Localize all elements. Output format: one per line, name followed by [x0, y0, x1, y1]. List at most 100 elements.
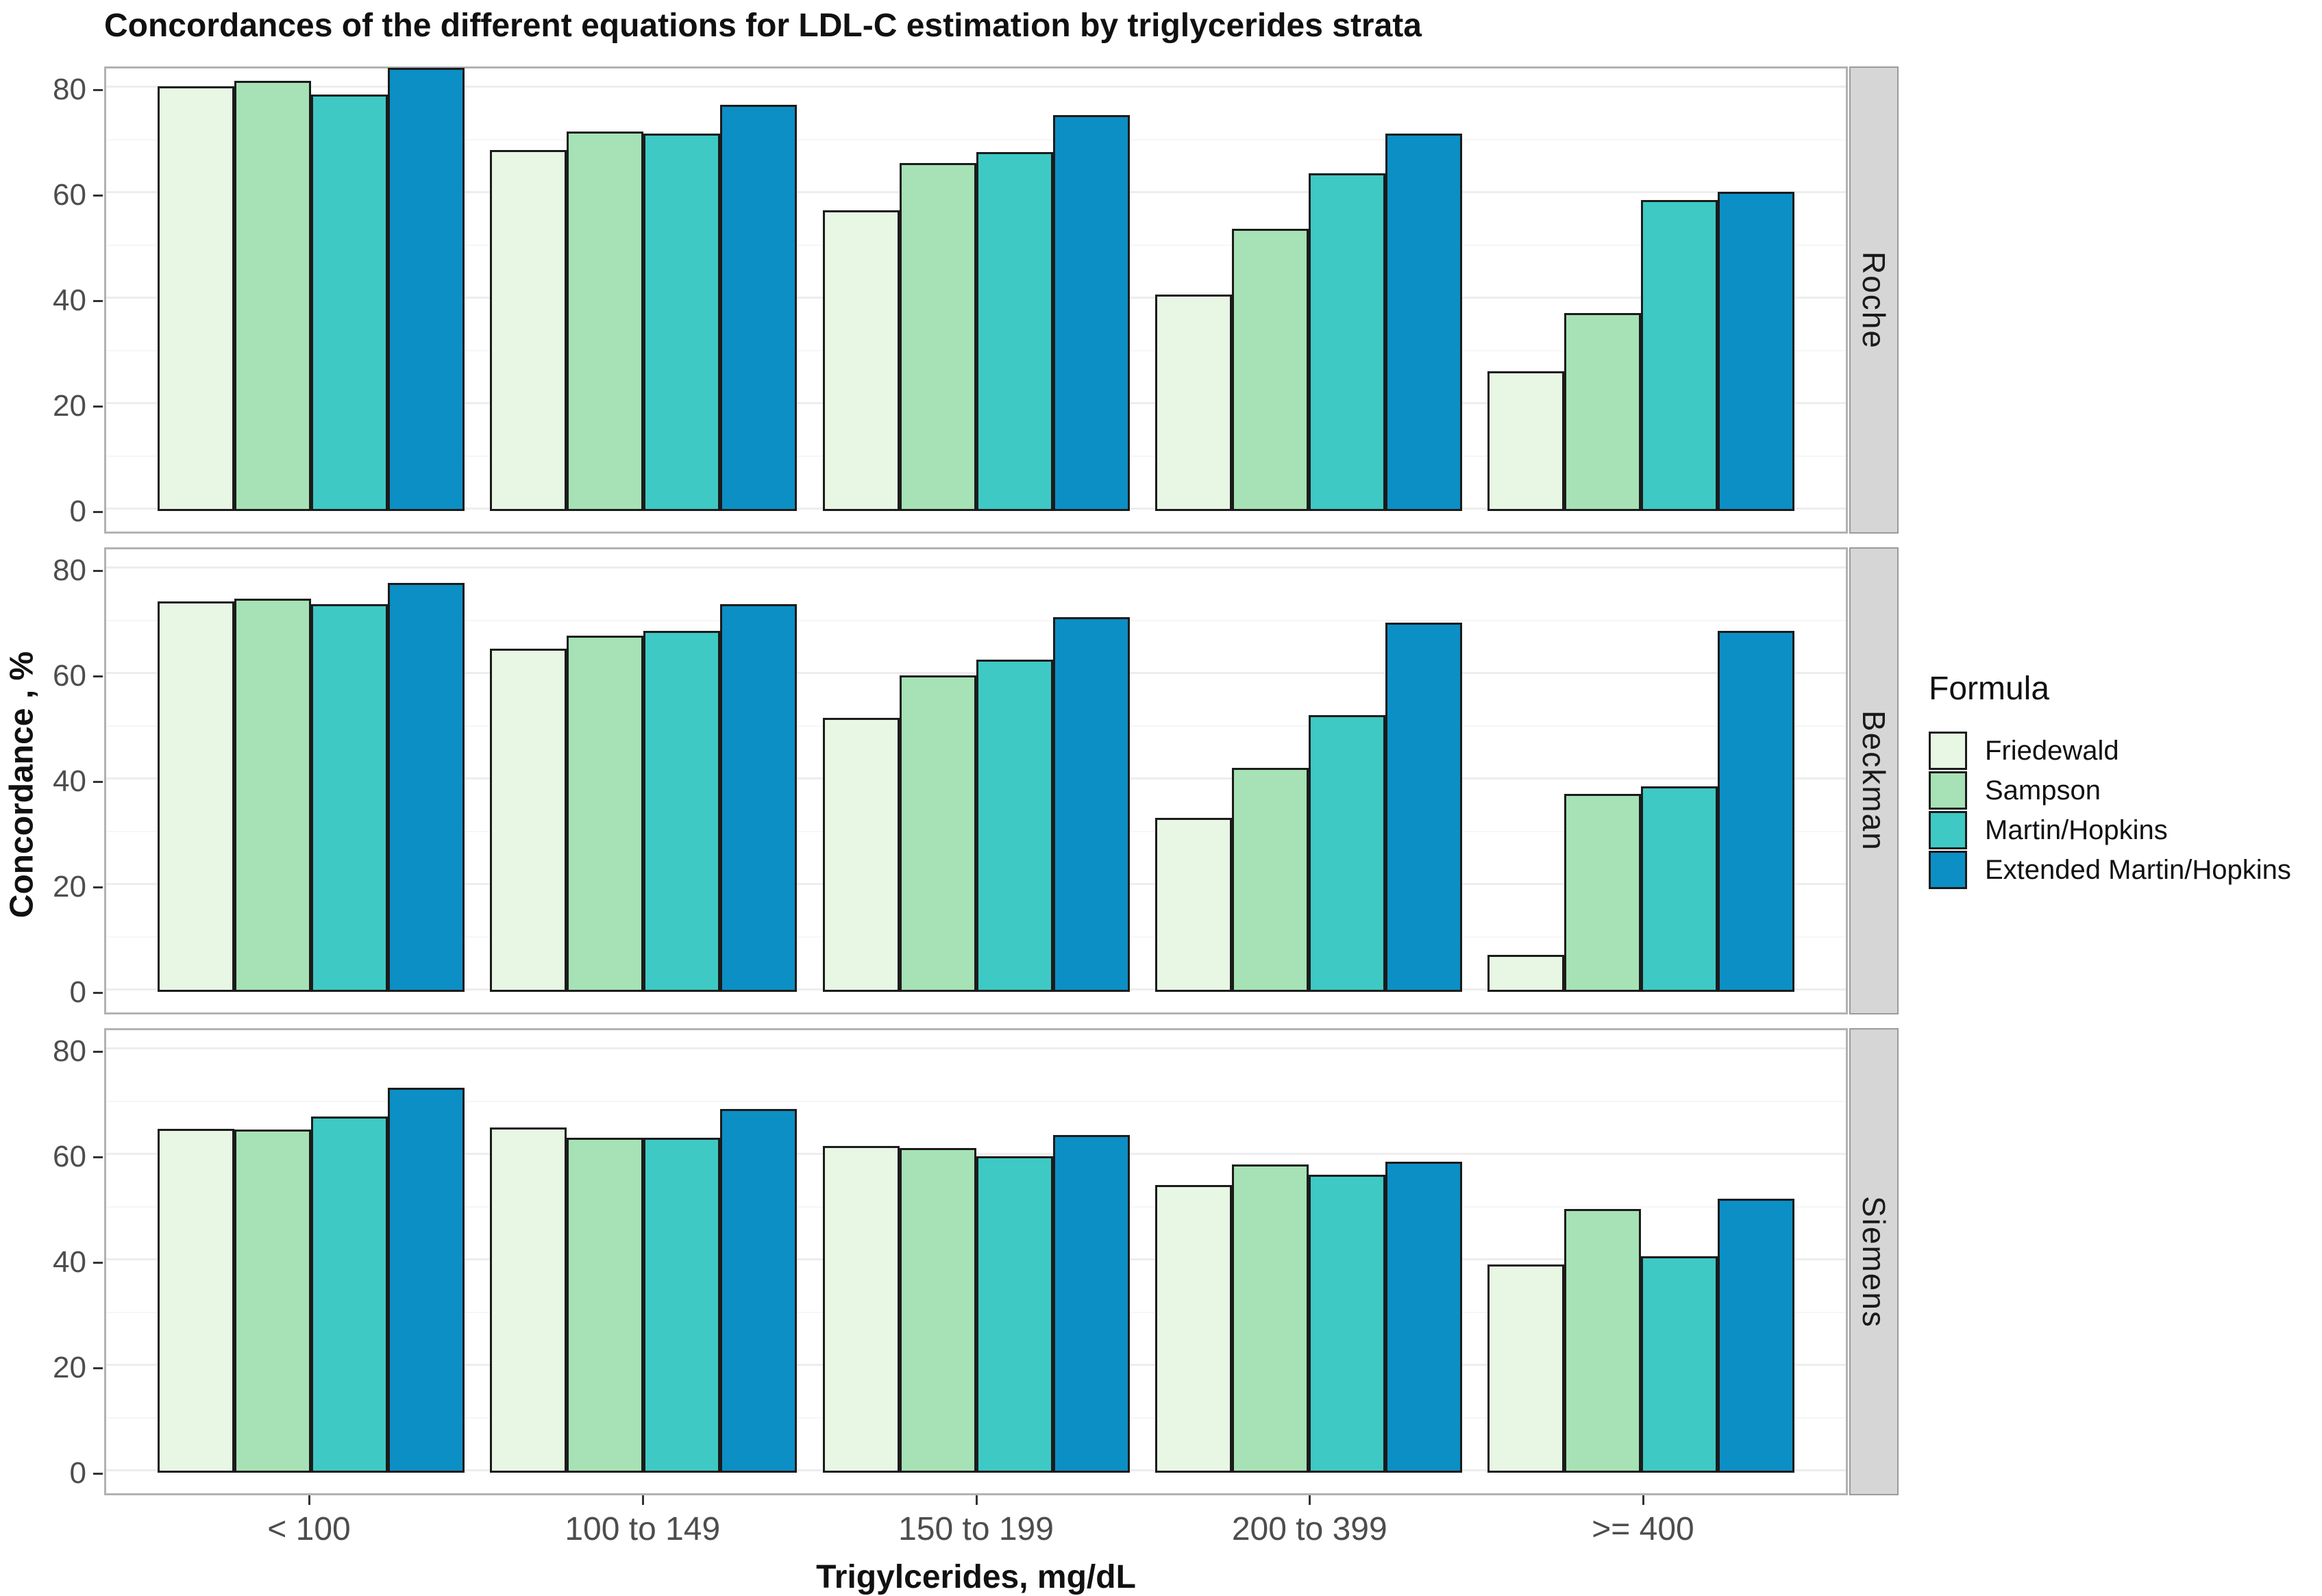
bar-group-2: [490, 604, 798, 992]
y-tick-label: 80: [53, 553, 86, 587]
y-tick-mark: [93, 89, 103, 91]
x-tick-mark: [641, 1495, 644, 1505]
bar: [490, 150, 567, 511]
bar-group-2: [490, 1109, 798, 1473]
y-tick-label: 0: [69, 975, 86, 1009]
legend-item-label: Sampson: [1985, 775, 2101, 806]
y-tick-mark: [93, 1156, 103, 1158]
bar: [1154, 295, 1232, 511]
x-tick-mark: [1309, 1495, 1311, 1505]
bar-group-5: [1487, 631, 1794, 992]
bar: [899, 163, 976, 511]
bar: [1154, 1185, 1232, 1473]
bar: [976, 152, 1053, 511]
bar: [822, 1146, 900, 1473]
bar: [643, 631, 721, 992]
bar-group-4: [1154, 623, 1462, 992]
bar-group-1: [158, 583, 465, 992]
y-tick-label: 0: [69, 495, 86, 528]
bar: [311, 95, 388, 511]
legend: Formula Friedewald Sampson Martin/Hopkins E…: [1929, 670, 2312, 890]
major-gridline: [106, 566, 1846, 569]
panel-beckman: [104, 547, 1848, 1014]
bar: [567, 132, 644, 511]
bar: [1154, 818, 1232, 992]
chart-area: Concordances of the different equations …: [0, 8, 2322, 1595]
bar-group-3: [822, 115, 1130, 511]
y-tick-mark: [93, 675, 103, 677]
facet-row-roche: 0 20 40 60 80 Roche: [0, 66, 2322, 534]
bar: [311, 604, 388, 992]
bar: [720, 604, 798, 992]
x-tick-label: < 100: [267, 1511, 351, 1547]
legend-item-label: Martin/Hopkins: [1985, 814, 2168, 845]
facet-strip: Beckman: [1849, 547, 1899, 1014]
legend-swatch-icon: [1929, 732, 1967, 770]
facet-strip: Roche: [1849, 66, 1899, 534]
x-tick-label: 200 to 399: [1231, 1511, 1387, 1547]
x-axis-title: Trigylcerides, mg/dL: [816, 1559, 1136, 1595]
facet-strip-label: Siemens: [1856, 1195, 1892, 1328]
bar: [1385, 623, 1462, 992]
legend-title: Formula: [1929, 671, 2050, 707]
major-gridline: [106, 1047, 1846, 1049]
facet-strip-label: Beckman: [1856, 710, 1892, 851]
bar: [1231, 768, 1309, 992]
bar: [1564, 1209, 1641, 1473]
bar: [234, 599, 311, 992]
bar: [567, 636, 644, 992]
bar-area: [158, 549, 1794, 992]
y-tick-mark: [93, 1367, 103, 1369]
chart-title: Concordances of the different equations …: [104, 8, 1422, 44]
y-tick-label: 20: [53, 389, 86, 423]
bar: [490, 1127, 567, 1473]
bar: [1718, 1199, 1794, 1473]
bar: [899, 1148, 976, 1473]
bar-group-1: [158, 68, 465, 511]
x-tick-mark: [975, 1495, 978, 1505]
y-tick-label: 20: [53, 1351, 86, 1384]
y-tick-label: 0: [69, 1456, 86, 1490]
facet-strip-label: Roche: [1856, 251, 1892, 349]
major-gridline: [106, 86, 1846, 88]
panel-roche: [104, 66, 1848, 534]
y-tick-mark: [93, 886, 103, 888]
legend-swatch-icon: [1929, 811, 1967, 849]
bar: [1718, 631, 1794, 992]
bar: [1564, 313, 1641, 511]
y-tick-mark: [93, 1473, 103, 1475]
bar: [822, 210, 900, 511]
bar: [1718, 192, 1794, 511]
bar: [567, 1138, 644, 1473]
y-tick-mark: [93, 406, 103, 408]
minor-gridline: [106, 139, 1846, 140]
bar: [1641, 786, 1718, 992]
y-tick-mark: [93, 781, 103, 783]
bar-group-5: [1487, 1199, 1794, 1473]
bar: [1052, 617, 1130, 992]
y-tick-mark: [93, 300, 103, 302]
bar: [1308, 173, 1385, 511]
bar: [720, 1109, 798, 1473]
bar: [976, 1156, 1053, 1473]
facet-row-beckman: 0 20 40 60 80 Beckman: [0, 547, 2322, 1014]
bar: [388, 68, 465, 511]
legend-item: Martin/Hopkins: [1929, 810, 2312, 850]
y-tick-label: 60: [53, 659, 86, 693]
x-tick-label: 150 to 199: [898, 1511, 1054, 1547]
bar: [1487, 1264, 1564, 1473]
legend-swatch-icon: [1929, 771, 1967, 810]
bar-area: [158, 68, 1794, 511]
bar-group-4: [1154, 1162, 1462, 1473]
bar-group-3: [822, 1135, 1130, 1473]
bar: [899, 675, 976, 992]
y-tick-label: 20: [53, 870, 86, 903]
y-tick-label: 80: [53, 1034, 86, 1068]
legend-item: Friedewald: [1929, 731, 2312, 771]
legend-swatch-icon: [1929, 851, 1967, 889]
y-tick-mark: [93, 195, 103, 197]
legend-item: Sampson: [1929, 771, 2312, 810]
y-tick-mark: [93, 511, 103, 513]
bar: [1487, 371, 1564, 511]
bar: [234, 1130, 311, 1473]
